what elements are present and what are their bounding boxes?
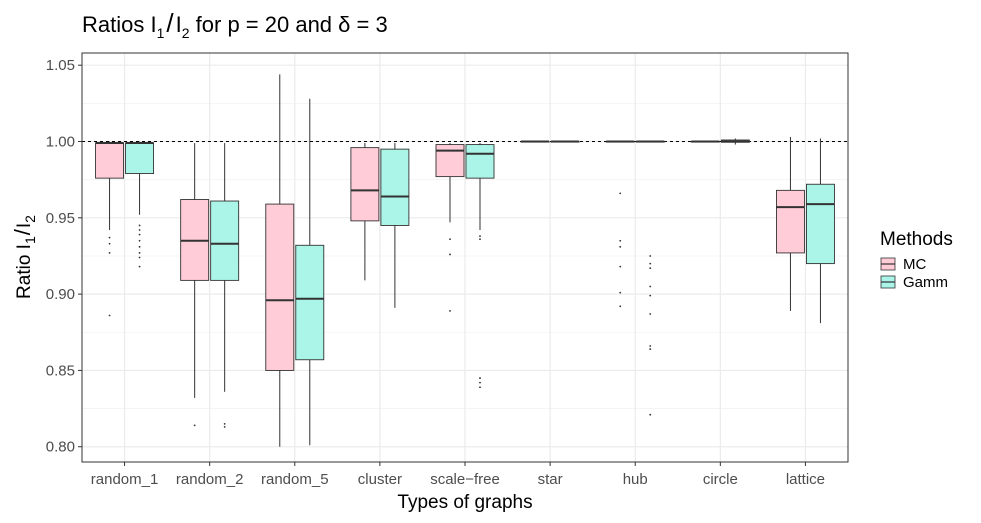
outlier-point: [619, 291, 622, 294]
box-gamm-lattice: [805, 138, 835, 324]
y-tick-label: 0.80: [46, 439, 75, 456]
legend-item-mc: MC: [880, 256, 926, 273]
outlier-point: [449, 310, 451, 312]
box-gamm-random_2: [210, 143, 240, 428]
outlier-point: [649, 345, 652, 347]
x-axis-title: Types of graphs: [397, 492, 532, 513]
outlier-point: [138, 265, 141, 268]
box-mc-star: [520, 140, 550, 143]
outlier-point: [479, 235, 481, 238]
x-tick-label: star: [538, 471, 563, 488]
outlier-point: [649, 294, 652, 297]
outlier-point: [479, 386, 481, 389]
box-body: [435, 144, 465, 178]
outlier-point: [649, 255, 652, 257]
outlier-point: [649, 413, 652, 416]
outlier-point: [479, 381, 481, 384]
box-gamm-circle: [720, 138, 750, 145]
legend-item-gamm: Gamm: [880, 274, 948, 291]
outlier-point: [138, 256, 141, 259]
outlier-point: [138, 245, 141, 248]
outlier-point: [649, 313, 652, 315]
outlier-point: [619, 265, 622, 268]
box-group: [95, 74, 835, 447]
y-tick-label: 1.05: [46, 57, 75, 74]
box-body: [95, 142, 125, 179]
x-tick-label: random_1: [91, 471, 159, 488]
legend-label-mc: MC: [903, 256, 926, 273]
outlier-point: [138, 233, 141, 236]
outlier-point: [479, 238, 481, 241]
box-gamm-scale−free: [465, 143, 495, 389]
outlier-point: [619, 239, 622, 242]
x-tick-label: random_5: [261, 471, 329, 488]
box-body: [210, 200, 240, 281]
outlier-point: [108, 242, 111, 245]
box-body: [295, 244, 325, 361]
x-tick-label: cluster: [358, 471, 402, 488]
y-tick-label: 0.90: [46, 286, 75, 303]
y-tick-label: 0.85: [46, 362, 75, 379]
x-tick-label: lattice: [786, 471, 825, 488]
outlier-point: [649, 262, 652, 265]
box-gamm-random_1: [125, 141, 155, 268]
box-mc-random_1: [95, 141, 125, 317]
outlier-point: [449, 238, 451, 241]
outlier-point: [619, 192, 622, 195]
gridlines: [82, 53, 848, 462]
box-body: [125, 142, 155, 175]
legend-label-gamm: Gamm: [903, 274, 948, 291]
box-gamm-random_5: [295, 98, 325, 446]
legend: Methods MC Gamm: [880, 229, 953, 291]
box-body: [465, 144, 495, 179]
outlier-point: [649, 348, 652, 350]
box-mc-scale−free: [435, 143, 465, 312]
box-mc-cluster: [350, 143, 380, 281]
x-tick-label: scale−free: [430, 471, 500, 488]
box-body: [775, 189, 805, 254]
box-gamm-cluster: [380, 143, 410, 308]
legend-title: Methods: [880, 229, 953, 250]
x-axis: random_1 random_2 random_5 cluster scale−fre…: [91, 462, 825, 488]
box-gamm-hub: [635, 140, 665, 416]
y-axis-title: Ratio I1/I2: [10, 215, 38, 299]
outlier-point: [138, 224, 141, 227]
box-mc-random_2: [180, 143, 210, 427]
box-gamm-star: [550, 140, 580, 143]
y-tick-label: 1.00: [46, 134, 75, 151]
chart-title: Ratios I1/I2 for p = 20 and δ = 3: [82, 8, 388, 41]
box-mc-random_5: [265, 74, 295, 447]
outlier-point: [223, 425, 226, 428]
outlier-point: [619, 305, 622, 308]
outlier-point: [193, 424, 196, 427]
outlier-point: [108, 252, 111, 254]
y-axis: 0.80 0.85 0.90 0.95 1.00 1.05: [46, 57, 82, 456]
box-mc-hub: [605, 140, 635, 308]
box-body: [350, 147, 380, 222]
box-body: [805, 183, 835, 265]
outlier-point: [649, 285, 652, 288]
box-mc-circle: [690, 140, 720, 143]
x-tick-label: circle: [703, 471, 738, 488]
outlier-point: [108, 314, 111, 317]
outlier-point: [479, 377, 481, 379]
box-body: [265, 203, 295, 371]
outlier-point: [108, 236, 111, 239]
box-mc-lattice: [775, 136, 805, 311]
y-tick-label: 0.95: [46, 210, 75, 227]
outlier-point: [619, 245, 622, 248]
x-tick-label: hub: [623, 471, 648, 488]
outlier-point: [138, 229, 141, 231]
x-tick-label: random_2: [176, 471, 244, 488]
box-body: [380, 148, 410, 226]
outlier-point: [138, 252, 141, 254]
outlier-point: [449, 253, 451, 256]
outlier-point: [223, 422, 226, 425]
outlier-point: [649, 267, 652, 270]
outlier-point: [138, 239, 141, 242]
